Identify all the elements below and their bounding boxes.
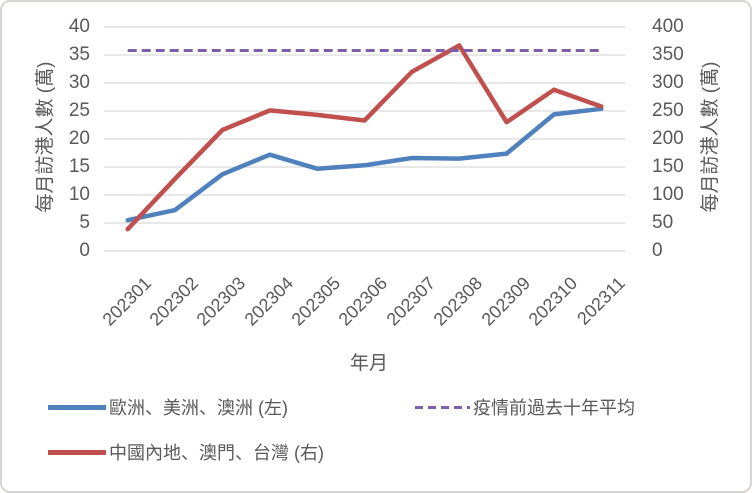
legend-item-pre-pandemic-average: 疫情前過去十年平均	[415, 396, 635, 418]
left-axis-tick-label: 10	[68, 184, 90, 205]
right-axis-tick-label: 200	[652, 128, 684, 149]
left-axis-tick-label: 25	[68, 100, 90, 121]
left-axis-title: 每月訪港人數 (萬)	[35, 61, 56, 213]
left-axis-tick-label: 15	[68, 156, 90, 177]
left-axis-tick-label: 35	[68, 44, 90, 65]
right-axis-tick-label: 300	[652, 72, 684, 93]
right-axis-tick-label: 400	[652, 16, 684, 37]
right-axis-tick-label: 150	[652, 156, 684, 177]
right-axis-tick-label: 350	[652, 44, 684, 65]
left-axis-tick-label: 5	[79, 212, 90, 233]
legend-item-mainland-macau-taiwan: 中國內地、澳門、台灣 (右)	[48, 441, 324, 463]
x-axis-title: 年月	[349, 353, 388, 374]
legend-swatch-purple-dashed-line	[415, 405, 470, 409]
legend-item-europe-americas-australia: 歐洲、美洲、澳洲 (左)	[48, 396, 288, 418]
right-axis-tick-label: 250	[652, 100, 684, 121]
series-line-mainland-macau-taiwan	[125, 43, 604, 232]
series-line-europe-americas-australia	[125, 106, 604, 223]
legend-label: 中國內地、澳門、台灣 (右)	[109, 443, 324, 463]
right-axis-tick-label: 50	[652, 212, 674, 233]
legend-swatch-blue-line	[48, 404, 106, 410]
legend-label: 疫情前過去十年平均	[473, 398, 635, 418]
right-axis-tick-label: 0	[652, 240, 663, 261]
left-axis-tick-label: 20	[68, 128, 90, 149]
right-axis-tick-label: 100	[652, 184, 684, 205]
left-axis-tick-label: 40	[68, 16, 90, 37]
legend-label: 歐洲、美洲、澳洲 (左)	[109, 398, 288, 418]
legend-swatch-red-line	[48, 449, 106, 455]
left-axis-tick-label: 30	[68, 72, 90, 93]
left-axis-tick-label: 0	[79, 240, 90, 261]
right-axis-title: 每月訪港人數 (萬)	[700, 61, 721, 213]
